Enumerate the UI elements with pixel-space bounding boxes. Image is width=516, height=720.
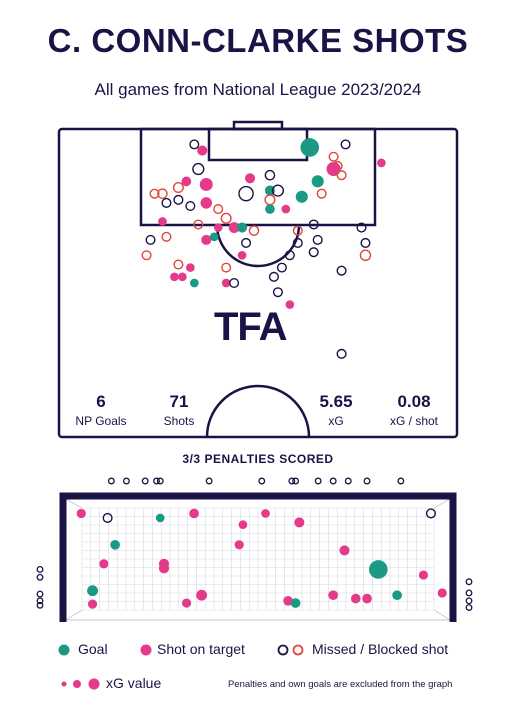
shot-point-missed — [308, 247, 319, 258]
shot-point-on_target — [228, 222, 240, 233]
shot-point-missed — [189, 139, 200, 150]
shot-point-on_target — [377, 158, 386, 168]
shot-point-missed — [336, 348, 347, 359]
shot-point-goal — [311, 175, 324, 188]
tfa-logo: TFA — [214, 305, 288, 349]
shot-point-on_target — [201, 234, 212, 245]
shot-point-missed — [192, 162, 205, 176]
page-title: C. CONN-CLARKE SHOTS — [47, 22, 469, 59]
shot-point-on_target — [200, 197, 213, 209]
penalty-arc — [215, 224, 301, 268]
shot-point-missed — [336, 265, 347, 276]
shot-point-missed — [360, 237, 371, 248]
shot-point-on_target — [326, 161, 341, 177]
shot-point-blocked — [359, 249, 372, 262]
shot-point-goal — [295, 190, 308, 203]
shot-point-missed — [308, 219, 319, 230]
shot-point-on_target — [178, 272, 187, 282]
shot-point-missed — [356, 222, 367, 233]
shot-point-on_target — [197, 145, 208, 156]
pitch-lines — [57, 120, 459, 439]
legend-xg-large-icon — [88, 678, 100, 690]
shot-point-blocked — [316, 188, 327, 199]
shot-point-goal — [237, 222, 248, 233]
shot-point-on_target — [285, 300, 295, 309]
center-circle-arc — [205, 384, 311, 438]
shot-point-blocked — [220, 212, 232, 224]
shot-point-missed — [312, 234, 323, 245]
stat-np-goals-value: 6 — [96, 392, 106, 411]
shot-point-blocked — [292, 225, 303, 236]
shot-point-on_target — [186, 263, 195, 272]
shot-point-blocked — [149, 188, 160, 199]
shot-point-missed — [292, 237, 303, 248]
stat-shots-value: 71 — [169, 392, 189, 411]
shot-point-blocked — [336, 170, 347, 181]
shot-point-blocked — [173, 259, 184, 270]
shot-point-blocked — [248, 225, 260, 236]
shot-point-missed — [145, 234, 156, 245]
shot-point-missed — [229, 277, 240, 289]
shot-point-missed — [271, 184, 285, 197]
shot-point-on_target — [158, 217, 167, 226]
shot-point-goal — [189, 278, 199, 288]
shot-point-on_target — [170, 272, 179, 282]
shot-point-missed — [276, 262, 287, 273]
shot-point-missed — [272, 287, 283, 298]
stat-xg-per-shot-value: 0.08 — [397, 392, 431, 411]
shot-point-blocked — [172, 181, 184, 194]
legend-on-target-label: Shot on target — [157, 641, 245, 657]
shot-point-blocked — [328, 151, 339, 162]
shot-point-missed — [284, 250, 295, 261]
shot-point-missed — [340, 139, 351, 150]
stat-np-goals-label: NP Goals — [75, 414, 127, 428]
shot-point-missed — [264, 169, 276, 181]
shot-point-on_target — [213, 223, 223, 232]
shot-point-blocked — [221, 262, 232, 273]
page-subtitle: All games from National League 2023/2024 — [94, 80, 422, 99]
legend-xg-medium-icon — [73, 680, 81, 688]
stat-xg-label: xG — [328, 414, 344, 428]
shot-point-missed — [185, 200, 196, 212]
shot-point-goal — [265, 204, 275, 214]
shot-point-on_target — [221, 278, 231, 288]
shot-point-missed — [238, 185, 254, 202]
shot-point-goal — [300, 138, 320, 157]
stat-xg-value: 5.65 — [319, 392, 353, 411]
shot-point-missed — [241, 237, 252, 248]
shot-point-on_target — [244, 173, 256, 184]
stat-shots-label: Shots — [163, 414, 195, 428]
shot-point-blocked — [157, 188, 168, 199]
footnote-text: Penalties and own goals are excluded fro… — [228, 679, 453, 690]
shot-points-layer — [141, 138, 386, 359]
legend-missed-label: Missed / Blocked shot — [312, 641, 449, 657]
shot-point-on_target — [181, 176, 192, 187]
legend-missed-icon — [277, 644, 289, 656]
stat-xg-per-shot-label: xG / shot — [389, 414, 439, 428]
shot-point-blocked — [213, 204, 224, 215]
shot-point-missed — [161, 197, 172, 208]
penalties-scored-text: 3/3 PENALTIES SCORED — [182, 452, 334, 466]
shot-point-on_target — [281, 204, 291, 214]
shot-point-blocked — [193, 219, 204, 230]
goal-frame-top — [232, 120, 284, 131]
legend-goal-icon — [58, 644, 70, 656]
shot-point-missed — [268, 271, 279, 282]
shot-point-on_target — [237, 250, 247, 260]
legend-on-target-icon — [140, 644, 152, 656]
shot-point-on_target — [199, 177, 213, 191]
shot-point-blocked — [141, 250, 152, 261]
legend-xg-small-icon — [61, 681, 67, 687]
legend-goal-label: Goal — [78, 641, 108, 657]
legend-blocked-icon — [292, 644, 304, 656]
shot-point-goal — [209, 232, 219, 242]
shot-point-missed — [173, 194, 184, 205]
shot-point-blocked — [161, 231, 172, 242]
legend-xg-label: xG value — [106, 675, 162, 691]
